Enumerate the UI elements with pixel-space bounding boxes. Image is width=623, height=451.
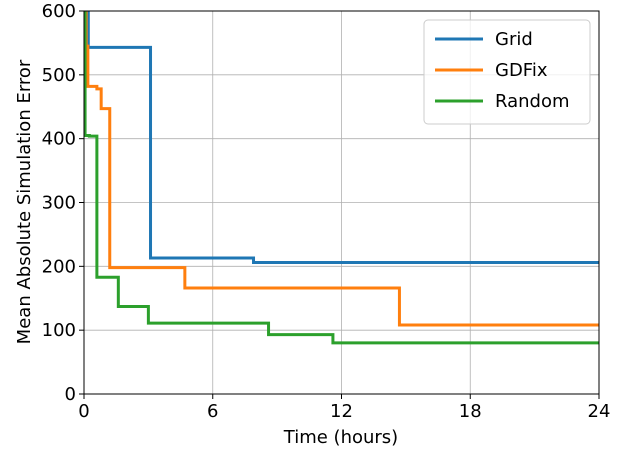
- y-tick-label: 200: [42, 256, 76, 277]
- x-tick-label: 6: [207, 401, 218, 422]
- x-tick-label: 24: [588, 401, 611, 422]
- y-tick-label: 100: [42, 320, 76, 341]
- legend: Grid GDFix Random: [423, 19, 591, 125]
- ticks: 0 6 12 18 24 0 100 200 300 400 500 600: [42, 1, 611, 422]
- series-line-gdfix: [84, 11, 599, 327]
- y-tick-label: 0: [65, 384, 76, 405]
- y-tick-label: 300: [42, 193, 76, 214]
- y-tick-label: 500: [42, 65, 76, 86]
- series-line-random: [84, 11, 599, 345]
- legend-label-gdfix: GDFix: [495, 60, 548, 81]
- y-tick-label: 400: [42, 129, 76, 150]
- x-tick-label: 18: [459, 401, 482, 422]
- legend-box: [423, 19, 591, 125]
- series-line-grid: [86, 11, 599, 264]
- x-tick-label: 12: [330, 401, 353, 422]
- legend-label-random: Random: [495, 91, 570, 112]
- legend-label-grid: Grid: [495, 29, 533, 50]
- x-tick-label: 0: [78, 401, 89, 422]
- series-layer: [84, 11, 599, 345]
- y-tick-label: 600: [42, 1, 76, 22]
- x-axis-label: Time (hours): [283, 427, 398, 448]
- y-axis-label: Mean Absolute Simulation Error: [14, 59, 35, 344]
